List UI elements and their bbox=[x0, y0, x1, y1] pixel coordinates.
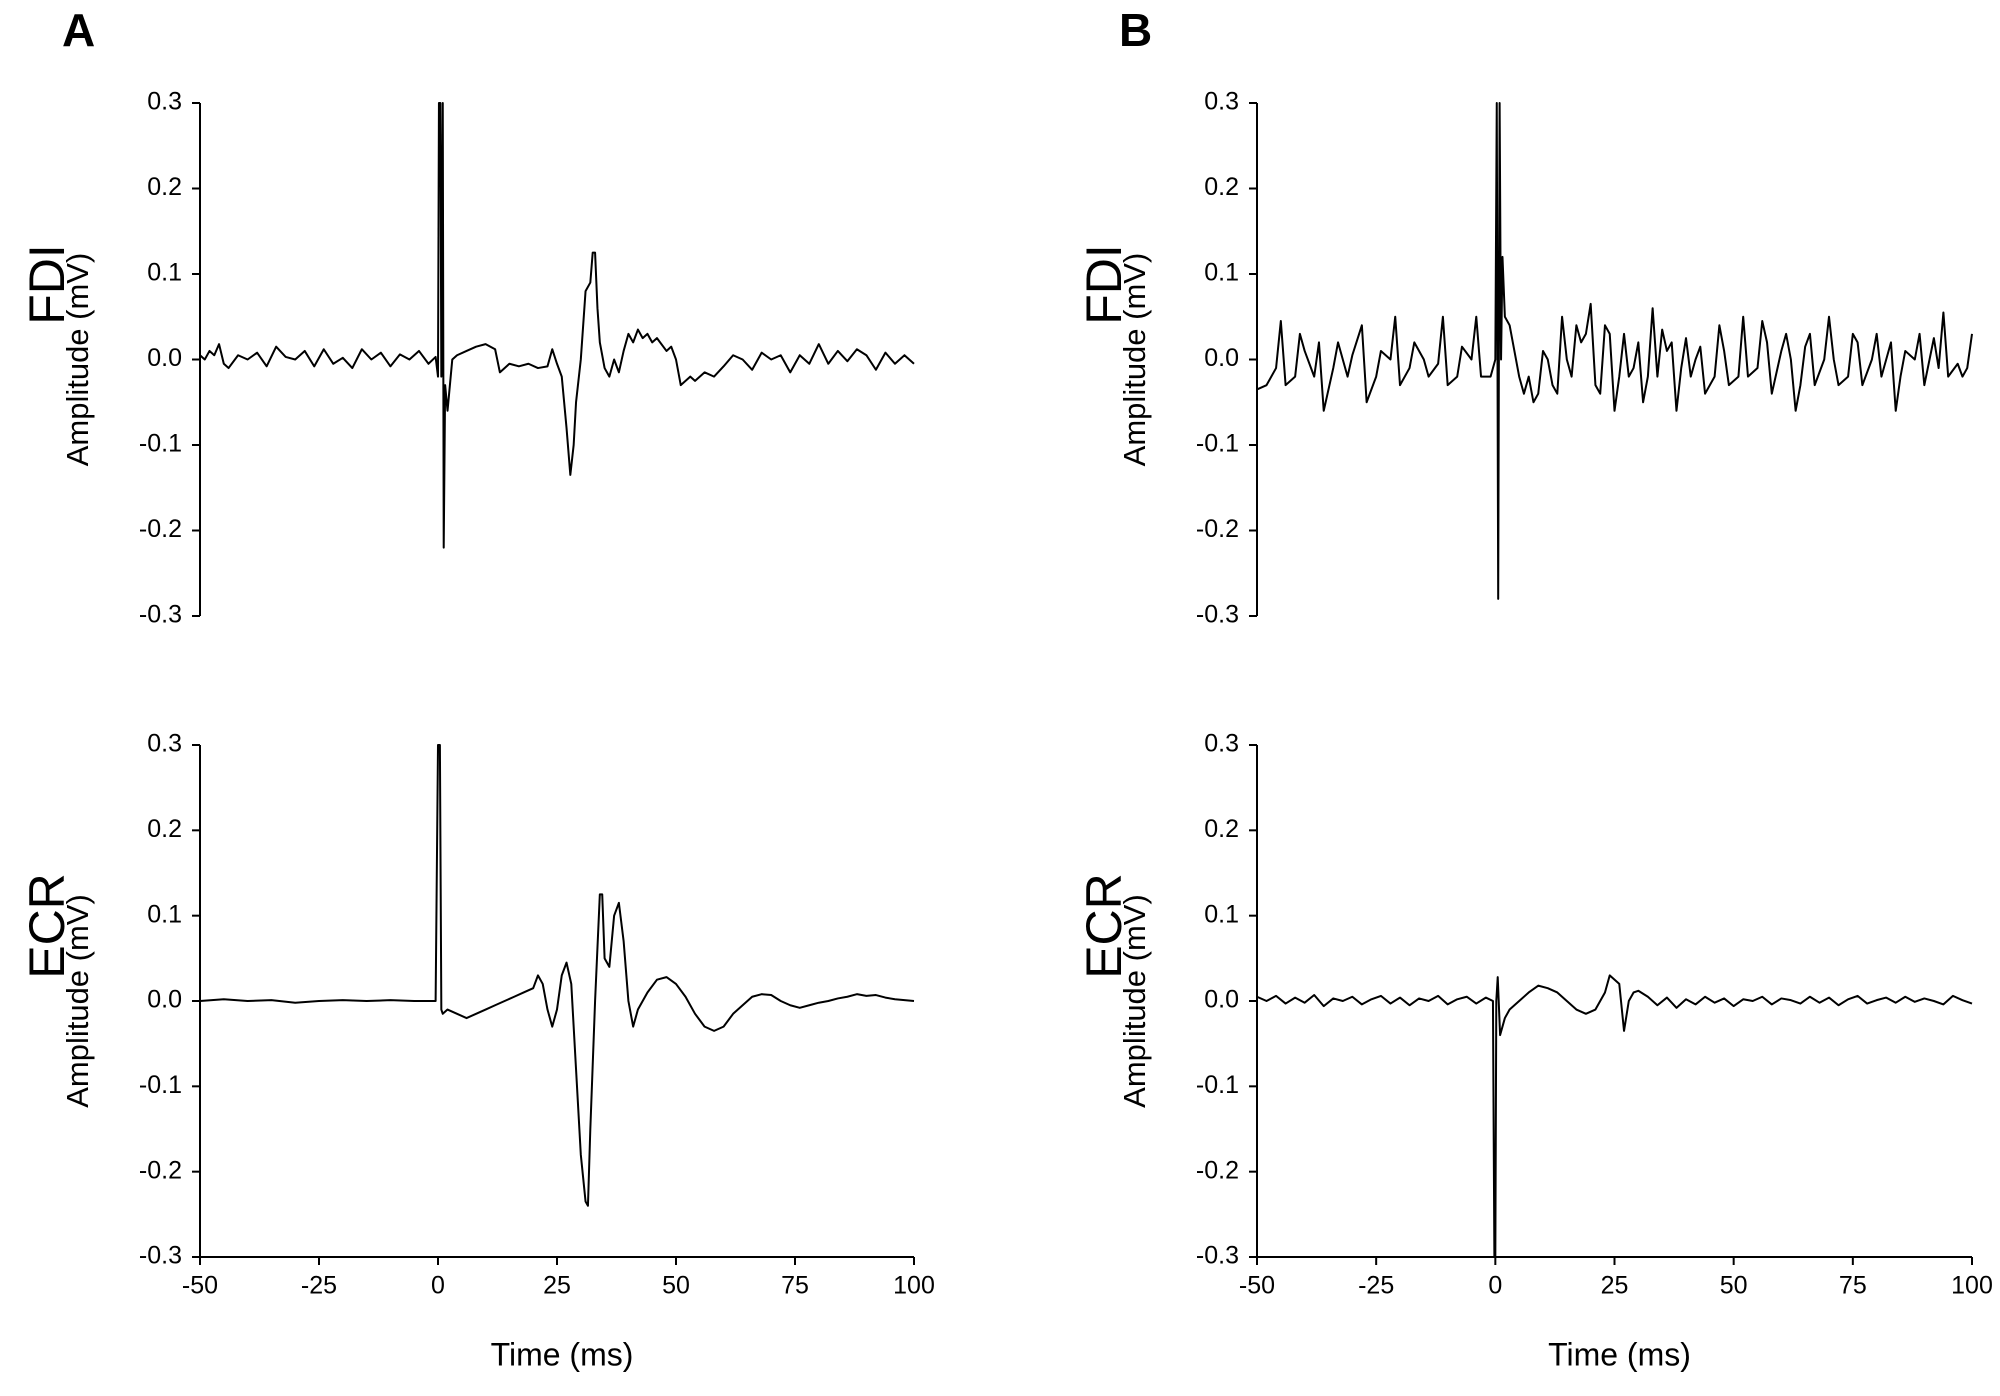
y-tick-label: -0.3 bbox=[1196, 1242, 1239, 1270]
x-tick-label: 75 bbox=[781, 1272, 809, 1300]
y-tick-label: -0.1 bbox=[139, 1071, 182, 1099]
signal-line bbox=[199, 102, 915, 549]
signal-line bbox=[1256, 102, 1973, 600]
y-tick-label: 0.3 bbox=[147, 88, 182, 116]
x-tick-label: 25 bbox=[1601, 1272, 1629, 1300]
y-axis-label: Amplitude (mV) bbox=[60, 894, 95, 1108]
y-tick-label: -0.2 bbox=[139, 515, 182, 543]
y-tick-label: -0.2 bbox=[1196, 1156, 1239, 1184]
x-axis-label: Time (ms) bbox=[1548, 1336, 1691, 1372]
y-tick-label: 0.2 bbox=[1204, 173, 1239, 201]
x-tick-label: -25 bbox=[301, 1272, 337, 1300]
x-tick-label: 75 bbox=[1839, 1272, 1867, 1300]
muscle-label: FDI bbox=[19, 244, 75, 325]
x-tick-label: -50 bbox=[182, 1272, 218, 1300]
muscle-label: ECR bbox=[19, 873, 75, 979]
signal-line bbox=[1256, 974, 1973, 1258]
x-tick-label: 0 bbox=[1488, 1272, 1502, 1300]
y-tick-label: 0.0 bbox=[1204, 344, 1239, 372]
y-axis-label: Amplitude (mV) bbox=[60, 253, 95, 467]
x-tick-label: 25 bbox=[543, 1272, 571, 1300]
y-tick-label: 0.3 bbox=[1204, 730, 1239, 758]
x-tick-label: 0 bbox=[431, 1272, 445, 1300]
y-tick-label: -0.2 bbox=[139, 1156, 182, 1184]
y-tick-label: 0.0 bbox=[1204, 986, 1239, 1014]
y-tick-label: -0.3 bbox=[139, 1242, 182, 1270]
muscle-label: FDI bbox=[1076, 244, 1132, 325]
x-tick-label: -25 bbox=[1358, 1272, 1394, 1300]
y-axis-label: Amplitude (mV) bbox=[1117, 253, 1152, 467]
y-tick-label: -0.2 bbox=[1196, 515, 1239, 543]
y-axis-label: Amplitude (mV) bbox=[1117, 894, 1152, 1108]
y-tick-label: 0.2 bbox=[147, 815, 182, 843]
panel-letter: A bbox=[62, 4, 95, 56]
x-tick-label: 100 bbox=[893, 1272, 935, 1300]
y-tick-label: -0.1 bbox=[1196, 1071, 1239, 1099]
y-tick-label: 0.1 bbox=[147, 259, 182, 287]
y-tick-label: 0.1 bbox=[1204, 900, 1239, 928]
y-tick-label: 0.3 bbox=[147, 730, 182, 758]
y-tick-label: 0.1 bbox=[1204, 259, 1239, 287]
y-tick-label: -0.1 bbox=[1196, 430, 1239, 458]
y-tick-label: -0.3 bbox=[1196, 601, 1239, 629]
panel-letter: B bbox=[1119, 4, 1152, 56]
x-tick-label: 50 bbox=[662, 1272, 690, 1300]
muscle-label: ECR bbox=[1076, 873, 1132, 979]
y-tick-label: 0.2 bbox=[147, 173, 182, 201]
x-axis-label: Time (ms) bbox=[491, 1336, 634, 1372]
y-tick-label: 0.0 bbox=[147, 344, 182, 372]
y-tick-label: -0.1 bbox=[139, 430, 182, 458]
signal-line bbox=[199, 744, 915, 1207]
y-tick-label: 0.3 bbox=[1204, 88, 1239, 116]
y-tick-label: 0.2 bbox=[1204, 815, 1239, 843]
x-tick-label: 100 bbox=[1951, 1272, 1993, 1300]
x-tick-label: -50 bbox=[1239, 1272, 1275, 1300]
y-tick-label: 0.1 bbox=[147, 900, 182, 928]
x-tick-label: 50 bbox=[1720, 1272, 1748, 1300]
y-tick-label: 0.0 bbox=[147, 986, 182, 1014]
y-tick-label: -0.3 bbox=[139, 601, 182, 629]
